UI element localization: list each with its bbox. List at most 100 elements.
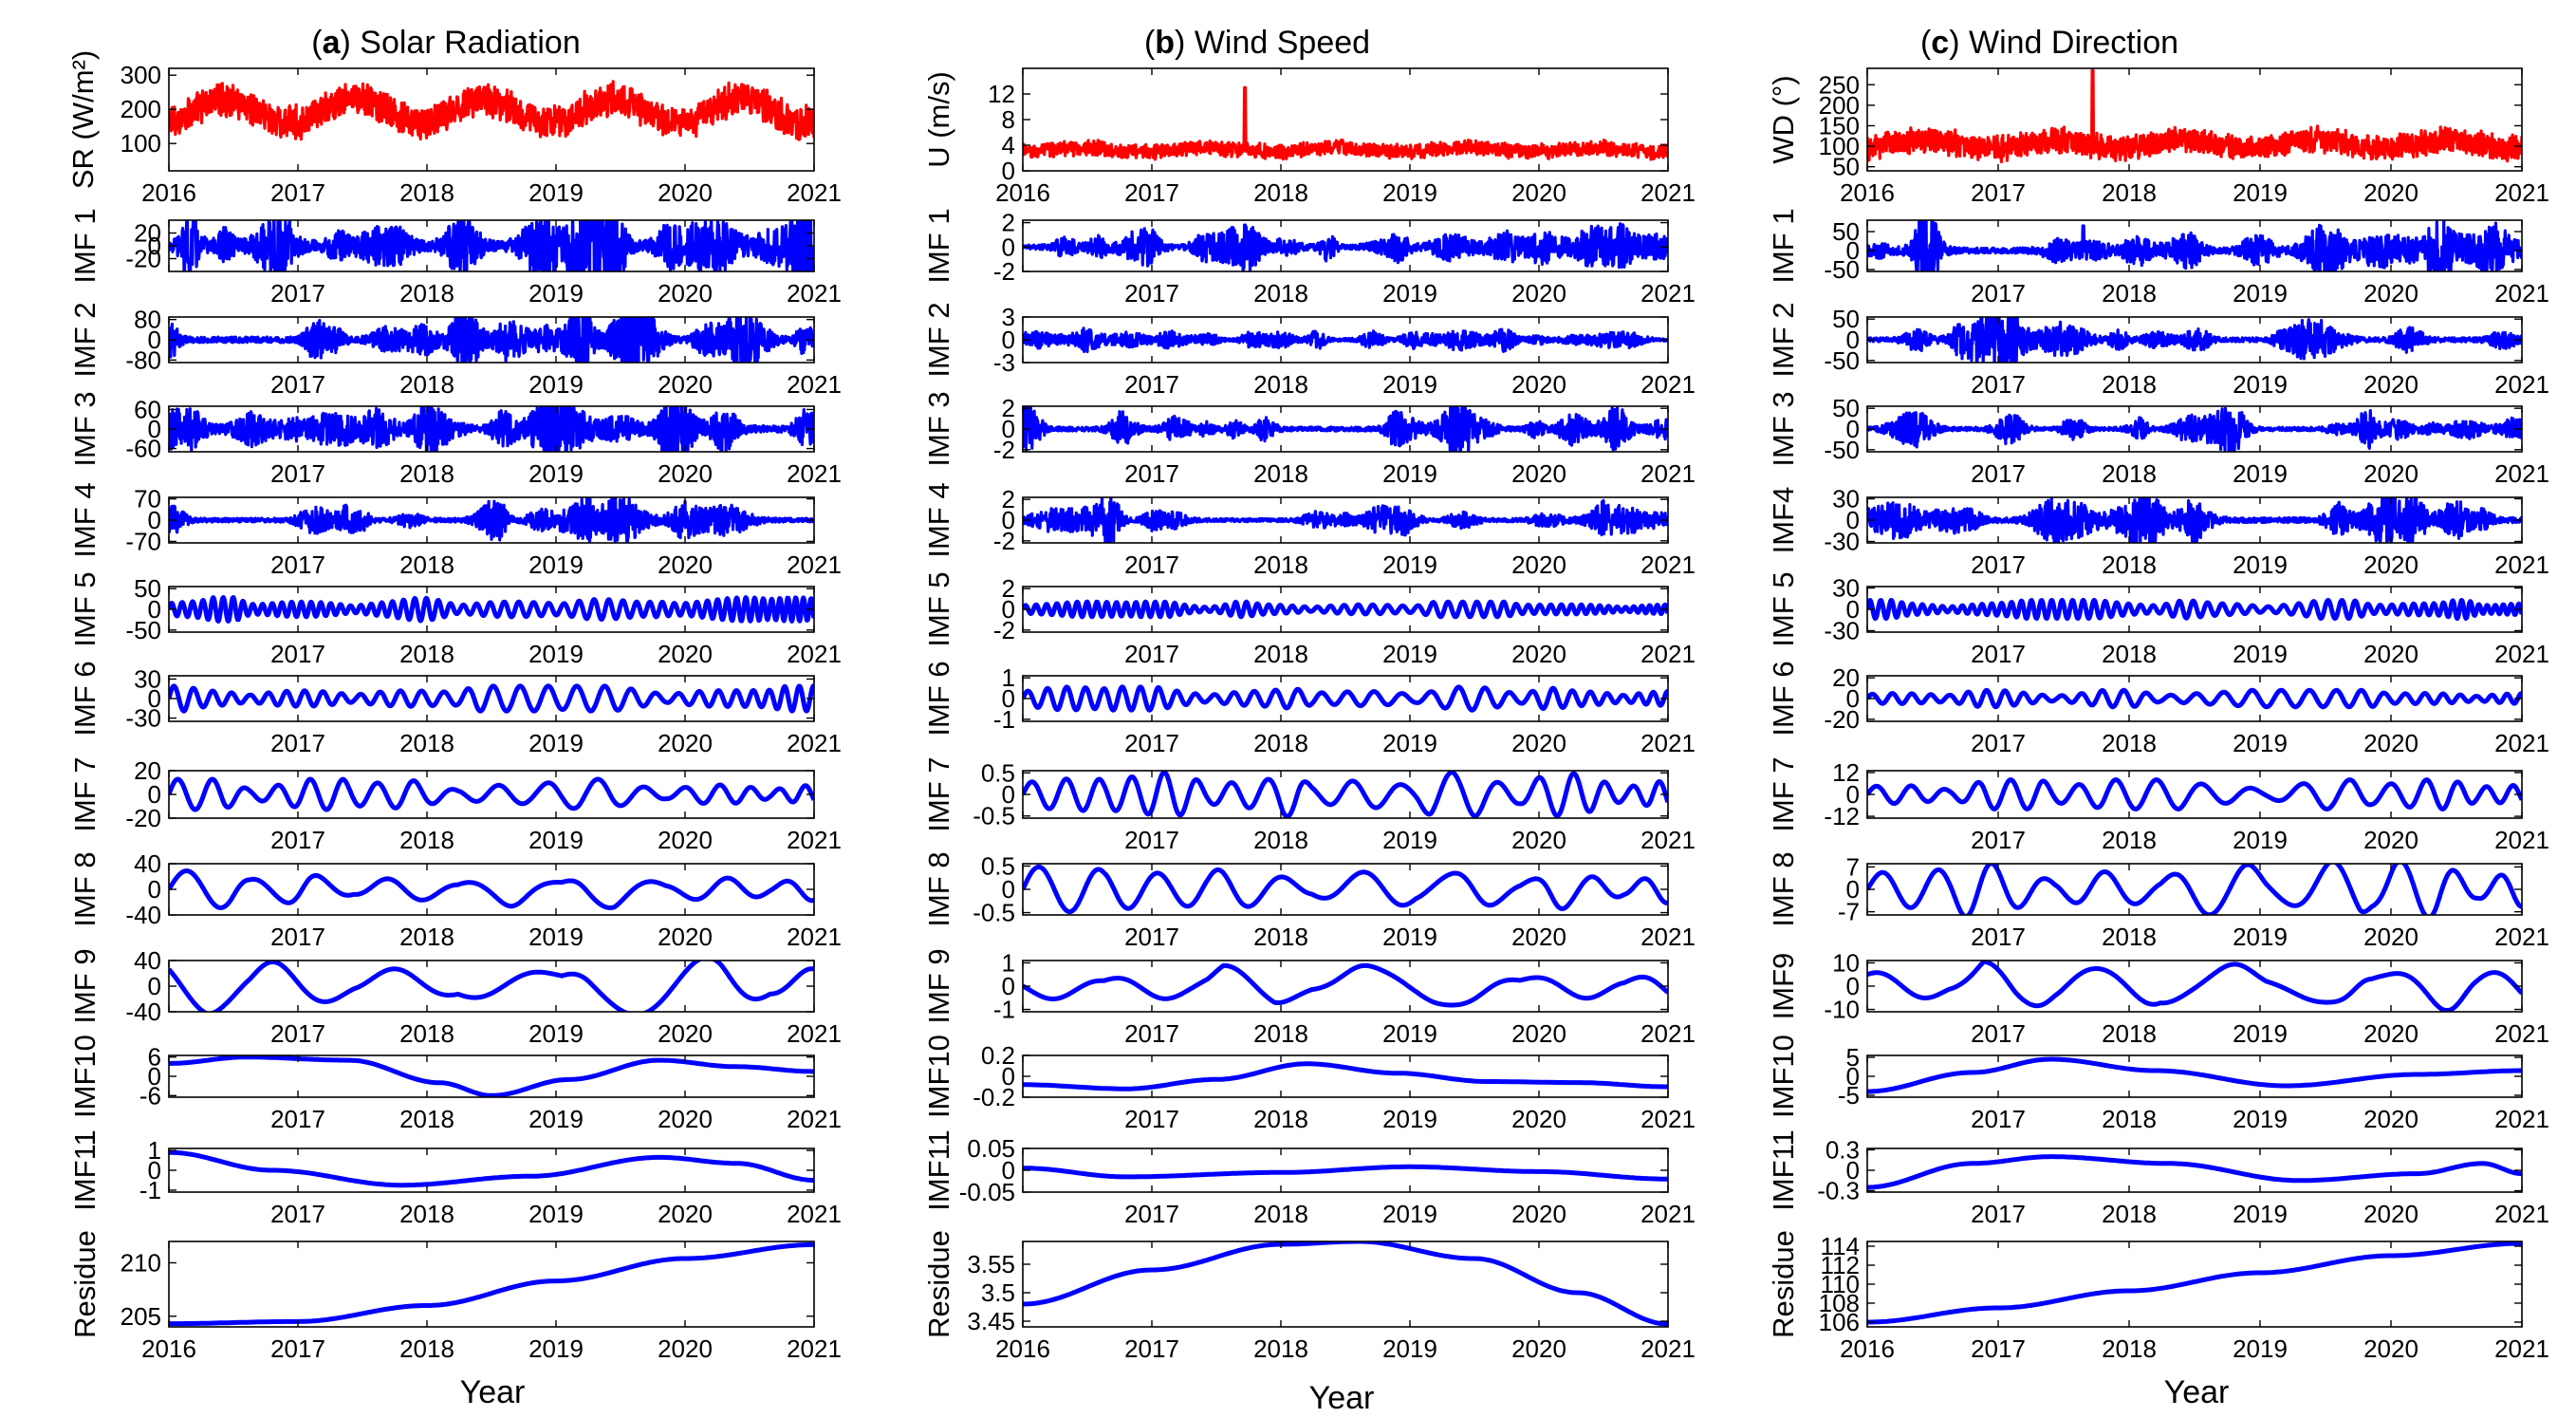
series-line [1867, 1056, 2522, 1094]
y-tick-label: 0 [148, 232, 161, 260]
x-tick-label: 2020 [658, 550, 713, 579]
x-tick-label: 2018 [399, 178, 454, 207]
x-tick-label: 2018 [2102, 279, 2157, 308]
y-axis-label: IMF 5 [922, 571, 955, 646]
y-tick-label: 70 [134, 485, 161, 513]
y-axis-label: IMF 7 [1767, 756, 1800, 831]
x-tick-label: 2018 [2102, 550, 2157, 579]
y-tick-label: -0.2 [973, 1083, 1015, 1111]
axes-frame [168, 960, 815, 1013]
x-tick-label: 2020 [2363, 279, 2418, 308]
y-tick-label: -80 [125, 345, 161, 374]
x-tick-label: 2016 [995, 1334, 1050, 1363]
y-tick-label: -60 [125, 435, 161, 463]
x-tick-label: 2018 [1253, 1200, 1308, 1228]
y-tick-label: 20 [134, 219, 161, 248]
series-line [169, 868, 814, 910]
subplot-imf10: -0.200.2 2017 2018 2019 2020 2021 IMF10 [922, 1035, 1696, 1133]
x-tick-label: 2017 [1124, 640, 1179, 668]
y-axis-label: IMF 5 [68, 571, 102, 646]
x-tick-label: 2019 [2233, 1019, 2288, 1048]
y-tick-label: -40 [125, 901, 161, 929]
x-tick-label: 2019 [528, 923, 584, 951]
x-tick-label: 2019 [528, 178, 584, 207]
x-tick-label: 2021 [787, 178, 842, 207]
axes-frame [1866, 219, 2523, 272]
x-tick-label: 2019 [1382, 640, 1437, 668]
y-axis-label: IMF10 [1767, 1035, 1800, 1118]
y-tick-label: 0.3 [1825, 1135, 1860, 1164]
series-line [169, 1055, 814, 1097]
x-tick-label: 2020 [658, 1200, 713, 1228]
x-tick-label: 2020 [1511, 1105, 1566, 1133]
y-tick-label: 0 [1002, 157, 1015, 185]
y-tick-label: 150 [1819, 111, 1860, 140]
y-axis-label: U (m/s) [922, 71, 955, 168]
panel-c-title: (c) Wind Direction [1920, 25, 2178, 61]
axes-frame [1866, 67, 2523, 172]
subplot-imf6: -101 2017 2018 2019 2020 2021 IMF 6 [922, 661, 1696, 757]
series-line [1867, 317, 2522, 363]
x-tick-label: 2021 [787, 1334, 842, 1363]
y-tick-label: 200 [120, 95, 161, 123]
x-tick-label: 2018 [399, 279, 454, 308]
y-tick-label: 110 [1821, 1270, 1860, 1298]
x-tick-label: 2019 [2233, 178, 2288, 207]
y-tick-label: 0 [148, 1156, 161, 1185]
series-line [1867, 864, 2522, 915]
x-tick-label: 2019 [1382, 459, 1437, 488]
y-axis-label: IMF 9 [68, 948, 102, 1023]
y-tick-label: -0.5 [973, 802, 1015, 830]
x-tick-label: 2021 [2494, 279, 2549, 308]
x-tick-label: 2019 [528, 729, 584, 757]
y-tick-label: 50 [1832, 217, 1860, 246]
x-tick-label: 2017 [1971, 826, 2026, 854]
x-tick-label: 2017 [270, 1200, 325, 1228]
x-tick-label: 2018 [399, 1105, 454, 1133]
y-tick-label: 0 [148, 972, 161, 1000]
y-tick-label: 0 [1002, 1062, 1015, 1091]
axes-frame [168, 1054, 815, 1098]
x-tick-label: 2019 [2233, 550, 2288, 579]
series-line [169, 220, 814, 271]
x-tick-label: 2020 [1511, 459, 1566, 488]
x-tick-label: 2017 [1971, 729, 2026, 757]
x-tick-label: 2019 [1382, 1105, 1437, 1133]
y-axis-label: IMF 1 [922, 208, 955, 283]
y-axis-label: Residue [68, 1230, 102, 1338]
x-tick-label: 2017 [270, 729, 325, 757]
y-axis-label: WD (°) [1767, 75, 1800, 163]
subplot-imf8: -0.500.5 2017 2018 2019 2020 2021 IMF 8 [922, 851, 1696, 951]
y-axis-label: IMF 8 [1767, 851, 1800, 926]
x-tick-label: 2019 [528, 1200, 584, 1228]
y-tick-label: 3 [1002, 303, 1015, 331]
y-tick-label: -0.5 [973, 899, 1015, 927]
series-line [1023, 771, 1668, 818]
y-axis-label: IMF 2 [922, 302, 955, 377]
y-tick-label: -1 [993, 705, 1015, 734]
y-tick-label: -2 [993, 257, 1015, 286]
x-tick-label: 2019 [1382, 729, 1437, 757]
axes-frame [1022, 1241, 1669, 1328]
y-tick-label: -2 [993, 616, 1015, 644]
x-tick-label: 2019 [528, 279, 584, 308]
y-tick-label: -50 [1824, 346, 1860, 375]
y-tick-label: 108 [1819, 1289, 1860, 1317]
series-line [169, 317, 814, 363]
x-tick-label: 2017 [1971, 178, 2026, 207]
y-tick-label: -2 [993, 436, 1015, 464]
subplot-imf8: -707 2017 2018 2019 2020 2021 IMF 8 [1767, 851, 2549, 951]
y-tick-label: 200 [1819, 91, 1860, 120]
y-tick-label: -40 [125, 998, 161, 1026]
y-tick-label: -50 [1824, 436, 1860, 464]
y-tick-label: 20 [1832, 663, 1860, 692]
x-tick-label: 2019 [1382, 1334, 1437, 1363]
x-tick-label: 2021 [1640, 459, 1696, 488]
x-tick-label: 2018 [399, 923, 454, 951]
y-tick-label: 12 [1832, 758, 1860, 787]
x-tick-label: 2019 [2233, 1334, 2288, 1363]
